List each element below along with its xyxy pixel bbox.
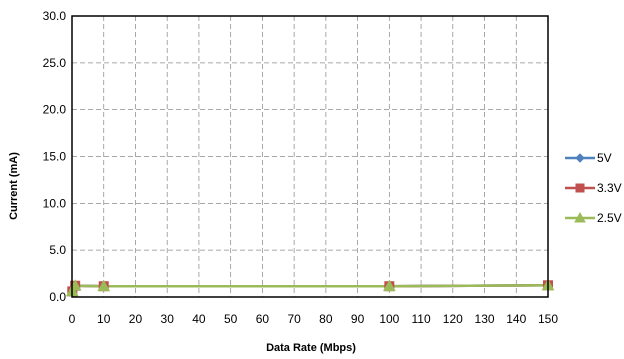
- y-tick-label: 5.0: [49, 243, 66, 257]
- y-tick-label: 30.0: [43, 9, 67, 23]
- y-tick-label: 0.0: [49, 290, 66, 304]
- legend-item-33v: 3.3V: [565, 181, 622, 195]
- y-tick-label: 20.0: [43, 103, 67, 117]
- x-tick-label: 90: [351, 312, 365, 326]
- x-tick-label: 30: [161, 312, 175, 326]
- legend-marker-5v: [575, 153, 585, 163]
- x-tick-label: 40: [192, 312, 206, 326]
- plot-area-frame: [71, 15, 549, 298]
- legend-marker-33v: [575, 183, 585, 193]
- y-tick-label: 25.0: [43, 56, 67, 70]
- data-point-25v: [382, 279, 396, 292]
- x-tick-label: 130: [475, 312, 495, 326]
- x-tick-label: 120: [443, 312, 463, 326]
- x-tick-label: 50: [224, 312, 238, 326]
- legend-item-5v: 5V: [565, 151, 612, 165]
- grid-lines: [72, 16, 548, 297]
- x-tick-label: 100: [379, 312, 399, 326]
- y-tick-label: 10.0: [43, 196, 67, 210]
- x-tick-label: 110: [411, 312, 430, 326]
- series-line-25v: [71, 284, 550, 293]
- x-tick-label: 140: [506, 312, 526, 326]
- x-tick-label: 10: [97, 312, 111, 326]
- series-lines: [71, 284, 550, 293]
- x-axis-title: Data Rate (Mbps): [266, 342, 356, 354]
- y-tick-label: 15.0: [43, 150, 67, 164]
- x-tick-label: 70: [287, 312, 301, 326]
- x-tick-label: 0: [69, 312, 76, 326]
- y-axis-tick-labels: 0.0 5.0 10.0 15.0 20.0 25.0 30.0: [43, 9, 67, 304]
- series-markers: [65, 278, 555, 297]
- legend-marker-25v: [574, 211, 586, 223]
- x-tick-label: 60: [256, 312, 270, 326]
- x-axis-tick-labels: 0 10 20 30 40 50 60 70 80 90 100 110 120 130 140 150: [69, 312, 559, 326]
- legend-label-25v: 2.5V: [597, 211, 622, 225]
- x-tick-label: 80: [319, 312, 333, 326]
- x-tick-label: 20: [129, 312, 143, 326]
- legend: 5V 3.3V 2.5V: [565, 151, 622, 225]
- legend-item-25v: 2.5V: [565, 211, 622, 225]
- data-point-25v: [97, 279, 111, 292]
- legend-label-5v: 5V: [597, 151, 612, 165]
- legend-label-33v: 3.3V: [597, 181, 622, 195]
- y-axis-title: Current (mA): [8, 152, 20, 220]
- x-tick-label: 150: [538, 312, 558, 326]
